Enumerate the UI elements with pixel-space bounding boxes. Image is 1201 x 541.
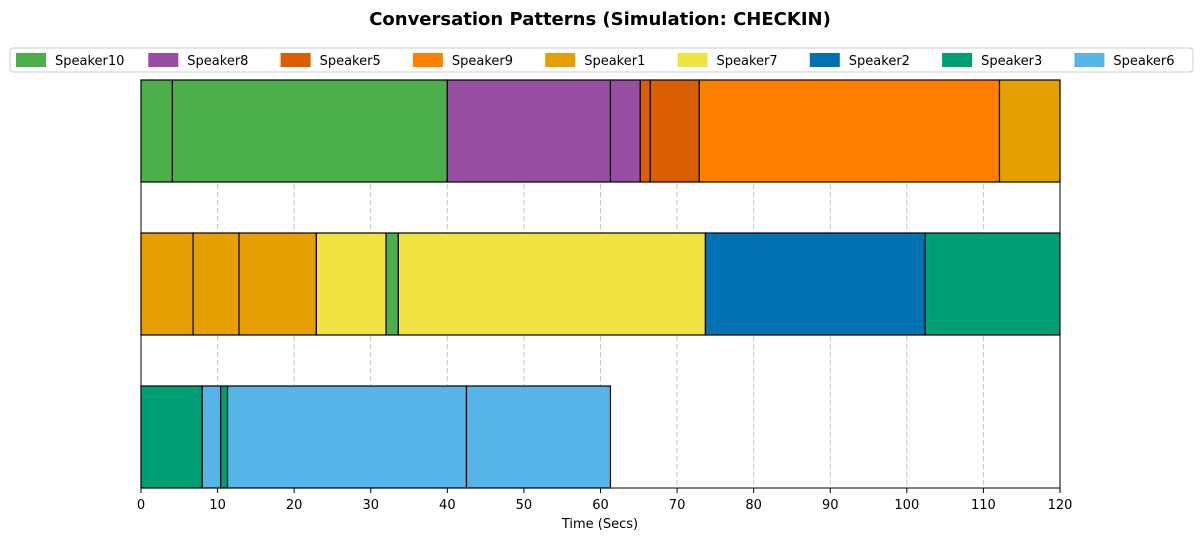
- legend-label-speaker8: Speaker8: [187, 54, 248, 69]
- segment-row2-7-speaker2: [704, 232, 926, 336]
- legend-label-speaker6: Speaker6: [1113, 54, 1174, 69]
- segment-row2-5-speaker10: [385, 232, 399, 336]
- segment-row2-3-speaker1: [238, 232, 317, 336]
- legend-swatch-speaker6: [1074, 53, 1105, 67]
- segment-row3-4-speaker6: [226, 385, 468, 489]
- legend-swatch-speaker3: [942, 53, 973, 67]
- legend-swatch-speaker1: [545, 53, 576, 67]
- x-axis-label: Time (Secs): [561, 517, 638, 532]
- legend-swatch-speaker5: [280, 53, 311, 67]
- chart-title: Conversation Patterns (Simulation: CHECK…: [369, 9, 831, 30]
- segment-row1-6-speaker5: [649, 79, 700, 183]
- segment-row3-1-speaker3: [140, 385, 203, 489]
- segment-row1-8-speaker1: [998, 79, 1061, 183]
- segment-row3-2-speaker6: [201, 385, 222, 489]
- legend-swatch-speaker7: [677, 53, 708, 67]
- segment-row1-7-speaker9: [698, 79, 1001, 183]
- segment-row1-3-speaker8: [446, 79, 612, 183]
- segment-row3-5-speaker6: [465, 385, 612, 489]
- x-tick-label-40: 40: [439, 498, 456, 513]
- legend-label-speaker1: Speaker1: [584, 54, 645, 69]
- x-tick-label-70: 70: [669, 498, 686, 513]
- legend-swatch-speaker8: [148, 53, 179, 67]
- legend-swatch-speaker2: [809, 53, 840, 67]
- legend-label-speaker5: Speaker5: [320, 54, 381, 69]
- segment-row1-4-speaker8: [609, 79, 641, 183]
- x-tick-label-100: 100: [894, 498, 919, 513]
- x-tick-label-50: 50: [516, 498, 533, 513]
- legend-swatch-speaker9: [412, 53, 443, 67]
- segment-row2-8-speaker3: [924, 232, 1061, 336]
- x-tick-label-80: 80: [745, 498, 762, 513]
- x-tick-label-0: 0: [137, 498, 145, 513]
- x-tick-label-120: 120: [1048, 498, 1073, 513]
- x-tick-label-110: 110: [971, 498, 996, 513]
- legend-swatch-speaker10: [16, 53, 46, 67]
- segment-row2-4-speaker7: [315, 232, 387, 336]
- segment-row2-2-speaker1: [192, 232, 240, 336]
- segment-row2-1-speaker1: [140, 232, 194, 336]
- x-tick-label-30: 30: [362, 498, 379, 513]
- segment-row2-6-speaker7: [397, 232, 707, 336]
- plot-rows: [140, 79, 1061, 489]
- legend-label-speaker2: Speaker2: [849, 54, 910, 69]
- legend-label-speaker10: Speaker10: [55, 54, 124, 69]
- segment-row3-3-speaker3: [220, 385, 229, 489]
- legend-label-speaker3: Speaker3: [981, 54, 1042, 69]
- x-axis: 0 10 20 30 40 50 60 70 80 90 100 110 120: [137, 488, 1073, 513]
- x-tick-label-10: 10: [209, 498, 226, 513]
- legend-label-speaker7: Speaker7: [717, 54, 778, 69]
- legend: Speaker10 Speaker8 Speaker5 Speaker9 Speaker…: [9, 47, 1194, 73]
- segment-row1-1-speaker10: [140, 79, 173, 183]
- x-tick-label-90: 90: [822, 498, 839, 513]
- segment-row1-2-speaker10: [171, 79, 448, 183]
- legend-label-speaker9: Speaker9: [452, 54, 513, 69]
- x-tick-label-20: 20: [286, 498, 303, 513]
- x-tick-label-60: 60: [592, 498, 609, 513]
- segment-row1-5-speaker5: [639, 79, 651, 183]
